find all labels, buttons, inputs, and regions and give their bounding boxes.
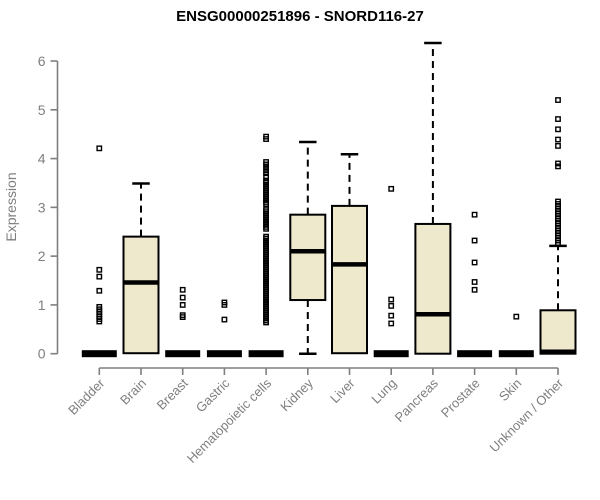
outlier-point-prostate <box>471 286 478 293</box>
y-tick-label: 5 <box>38 102 46 118</box>
outlier-point-breast <box>179 302 186 308</box>
x-category-label-kidney: Kidney <box>277 375 316 414</box>
x-category-label-liver: Liver <box>327 375 358 406</box>
outlier-point-prostate <box>471 279 478 285</box>
x-category-label-brain: Brain <box>117 376 149 408</box>
box-brain <box>122 235 160 355</box>
outlier-point-skin <box>513 313 520 320</box>
outlier-point-lung <box>388 312 395 319</box>
outlier-point-prostate <box>471 211 478 218</box>
y-tick-label: 2 <box>38 248 46 264</box>
outlier-point-gastric <box>221 302 228 308</box>
flat-box-breast <box>165 350 201 358</box>
outlier-point-breast <box>179 314 186 321</box>
x-category-label-pancreas: Pancreas <box>392 375 442 425</box>
y-axis-label: Expression <box>3 172 19 241</box>
outlier-point-lung <box>388 320 395 327</box>
outlier-point-hematopoietic-cells <box>263 164 269 171</box>
outlier-point-breast <box>179 286 186 293</box>
outlier-point-bladder <box>96 145 103 152</box>
x-category-label-gastric: Gastric <box>193 375 233 415</box>
y-tick-label: 1 <box>38 297 46 313</box>
outlier-point-bladder <box>96 266 103 273</box>
box-pancreas <box>414 222 452 355</box>
outlier-point-unknown-other <box>555 136 561 143</box>
flat-box-prostate <box>457 350 493 358</box>
y-tick-label: 0 <box>38 346 46 362</box>
outlier-point-prostate <box>471 237 478 244</box>
outlier-point-lung <box>388 185 395 192</box>
flat-box-bladder <box>81 350 117 358</box>
flat-box-gastric <box>206 350 242 358</box>
outlier-point-unknown-other <box>555 97 561 103</box>
x-category-label-breast: Breast <box>154 375 191 412</box>
outlier-point-lung <box>388 296 395 303</box>
outlier-point-unknown-other <box>555 163 561 170</box>
outlier-point-hematopoietic-cells <box>263 161 269 168</box>
chart-title: ENSG00000251896 - SNORD116-27 <box>176 8 424 25</box>
outlier-point-unknown-other <box>555 126 561 133</box>
outlier-point-lung <box>388 302 395 309</box>
outlier-point-unknown-other <box>555 240 561 246</box>
y-tick-label: 4 <box>38 151 46 167</box>
outlier-point-prostate <box>471 259 478 266</box>
x-category-label-skin: Skin <box>496 376 524 404</box>
outlier-point-gastric <box>221 316 228 323</box>
y-tick-label: 3 <box>38 199 46 215</box>
box-kidney <box>289 213 327 302</box>
y-tick-label: 6 <box>38 53 46 69</box>
outlier-point-hematopoietic-cells <box>263 225 269 232</box>
outlier-point-hematopoietic-cells <box>263 201 269 207</box>
x-category-label-lung: Lung <box>368 376 399 407</box>
outlier-point-unknown-other <box>555 160 561 167</box>
outlier-point-bladder <box>96 318 103 325</box>
flat-box-hematopoietic-cells <box>248 350 284 358</box>
outlier-point-unknown-other <box>555 142 561 149</box>
box-liver <box>331 204 368 355</box>
flat-box-lung <box>373 350 409 358</box>
outlier-point-bladder <box>96 287 103 294</box>
box-unknown-other <box>539 309 577 355</box>
outlier-point-unknown-other <box>555 116 561 122</box>
flat-box-skin <box>498 350 534 358</box>
outlier-point-hematopoietic-cells <box>263 167 269 174</box>
outlier-point-breast <box>179 294 186 301</box>
outlier-point-hematopoietic-cells <box>263 136 269 142</box>
x-category-label-bladder: Bladder <box>65 375 108 418</box>
x-category-label-prostate: Prostate <box>438 376 483 421</box>
outlier-point-hematopoietic-cells <box>263 319 269 326</box>
x-category-label-unknown-other: Unknown / Other <box>487 375 567 455</box>
outlier-point-bladder <box>96 273 103 280</box>
outlier-point-hematopoietic-cells <box>263 170 269 177</box>
